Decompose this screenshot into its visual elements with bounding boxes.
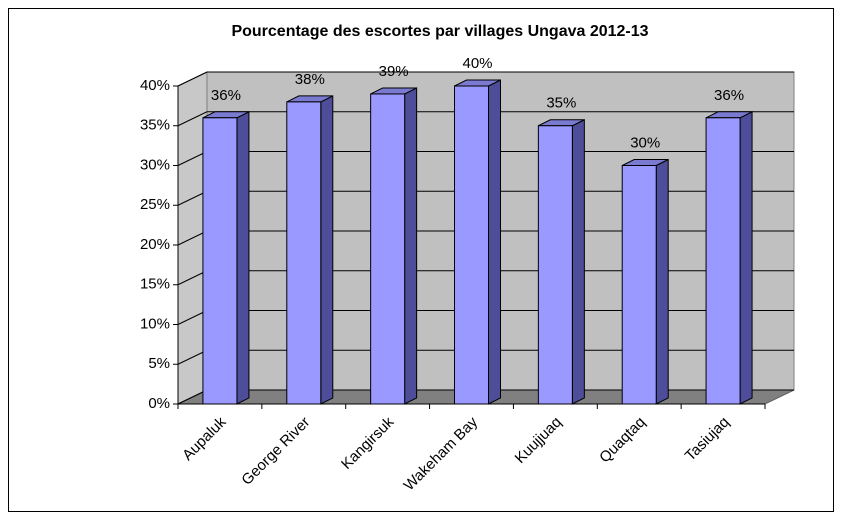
y-tick-label: 30% xyxy=(140,156,170,173)
bar xyxy=(202,117,238,405)
grid-line xyxy=(177,270,208,286)
data-label: 30% xyxy=(630,134,660,151)
bar-side xyxy=(404,87,418,405)
bar-side xyxy=(236,110,250,405)
bar-side xyxy=(739,110,753,405)
bar-side xyxy=(655,158,669,405)
y-tick-label: 35% xyxy=(140,117,170,134)
y-tick-label: 0% xyxy=(148,395,170,412)
bar xyxy=(370,93,406,405)
data-label: 39% xyxy=(379,63,409,80)
bar-side xyxy=(488,79,501,405)
grid-line xyxy=(177,310,208,325)
data-label: 36% xyxy=(714,87,744,104)
y-tick-label: 5% xyxy=(148,355,170,372)
data-label: 38% xyxy=(295,71,325,88)
y-tick-label: 10% xyxy=(140,315,170,332)
bar xyxy=(537,125,573,405)
y-tick-label: 20% xyxy=(140,236,170,253)
bar xyxy=(286,101,322,405)
y-tick-label: 40% xyxy=(140,77,170,94)
data-label: 35% xyxy=(546,95,576,112)
grid-line xyxy=(177,151,208,166)
y-tick-label: 25% xyxy=(140,196,170,213)
chart-title: Pourcentage des escortes par villages Un… xyxy=(231,23,648,40)
bar xyxy=(454,85,489,405)
bar xyxy=(705,117,741,405)
grid-line xyxy=(177,71,208,87)
data-label: 36% xyxy=(211,87,241,104)
y-tick-label: 15% xyxy=(140,276,170,293)
grid-line xyxy=(177,111,208,127)
grid-line xyxy=(177,349,208,365)
bar-side xyxy=(571,118,585,405)
bar-side xyxy=(320,95,334,405)
grid-line xyxy=(177,389,208,405)
bar xyxy=(621,165,657,405)
grid-line xyxy=(177,230,208,246)
grid-line xyxy=(177,190,208,206)
data-label: 40% xyxy=(462,55,492,72)
